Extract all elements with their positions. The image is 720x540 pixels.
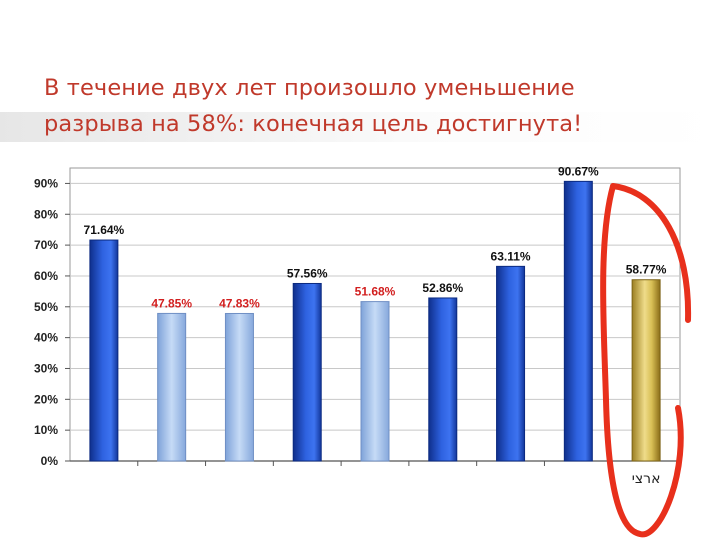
bars	[89, 180, 661, 462]
value-label: 63.11%	[491, 249, 531, 263]
value-label: 71.64%	[84, 223, 125, 237]
y-tick-label: 80%	[34, 207, 58, 221]
value-labels: 71.64% 47.85% 47.83% 57.56% 51.68% 52.86% 63.1…	[84, 164, 667, 487]
title-line-2: разрыва на 58%: конечная цель достигнута…	[44, 111, 583, 137]
value-label: 58.77%	[626, 263, 667, 277]
bar	[292, 282, 322, 462]
y-tick-label: 0%	[41, 454, 59, 468]
value-label: 47.85%	[151, 296, 192, 310]
category-label: ארצי	[632, 471, 661, 487]
y-tick-label: 40%	[34, 331, 58, 345]
bar	[224, 312, 254, 462]
y-tick-label: 20%	[34, 392, 58, 406]
title-line-1: В течение двух лет произошло уменьшение	[44, 75, 575, 101]
bar	[157, 312, 187, 462]
bar	[428, 297, 458, 462]
bar	[89, 239, 119, 462]
y-tick-label: 60%	[34, 269, 58, 283]
value-label: 52.86%	[422, 281, 463, 295]
bar	[360, 301, 390, 462]
value-label: 90.67%	[558, 164, 599, 178]
y-tick-label: 10%	[34, 423, 58, 437]
y-tick-label: 50%	[34, 300, 58, 314]
y-tick-label: 70%	[34, 238, 58, 252]
bar	[631, 279, 661, 462]
y-tick-label: 30%	[34, 361, 58, 375]
bar	[563, 180, 593, 462]
highlight-ellipse	[600, 183, 692, 538]
value-label: 47.83%	[219, 296, 260, 310]
value-label: 57.56%	[287, 266, 328, 280]
highlight-overlay	[600, 183, 692, 538]
slide-title: В течение двух лет произошло уменьшение …	[44, 70, 684, 142]
bar	[496, 265, 526, 462]
y-tick-label: 90%	[34, 176, 58, 190]
value-label: 51.68%	[355, 285, 396, 299]
